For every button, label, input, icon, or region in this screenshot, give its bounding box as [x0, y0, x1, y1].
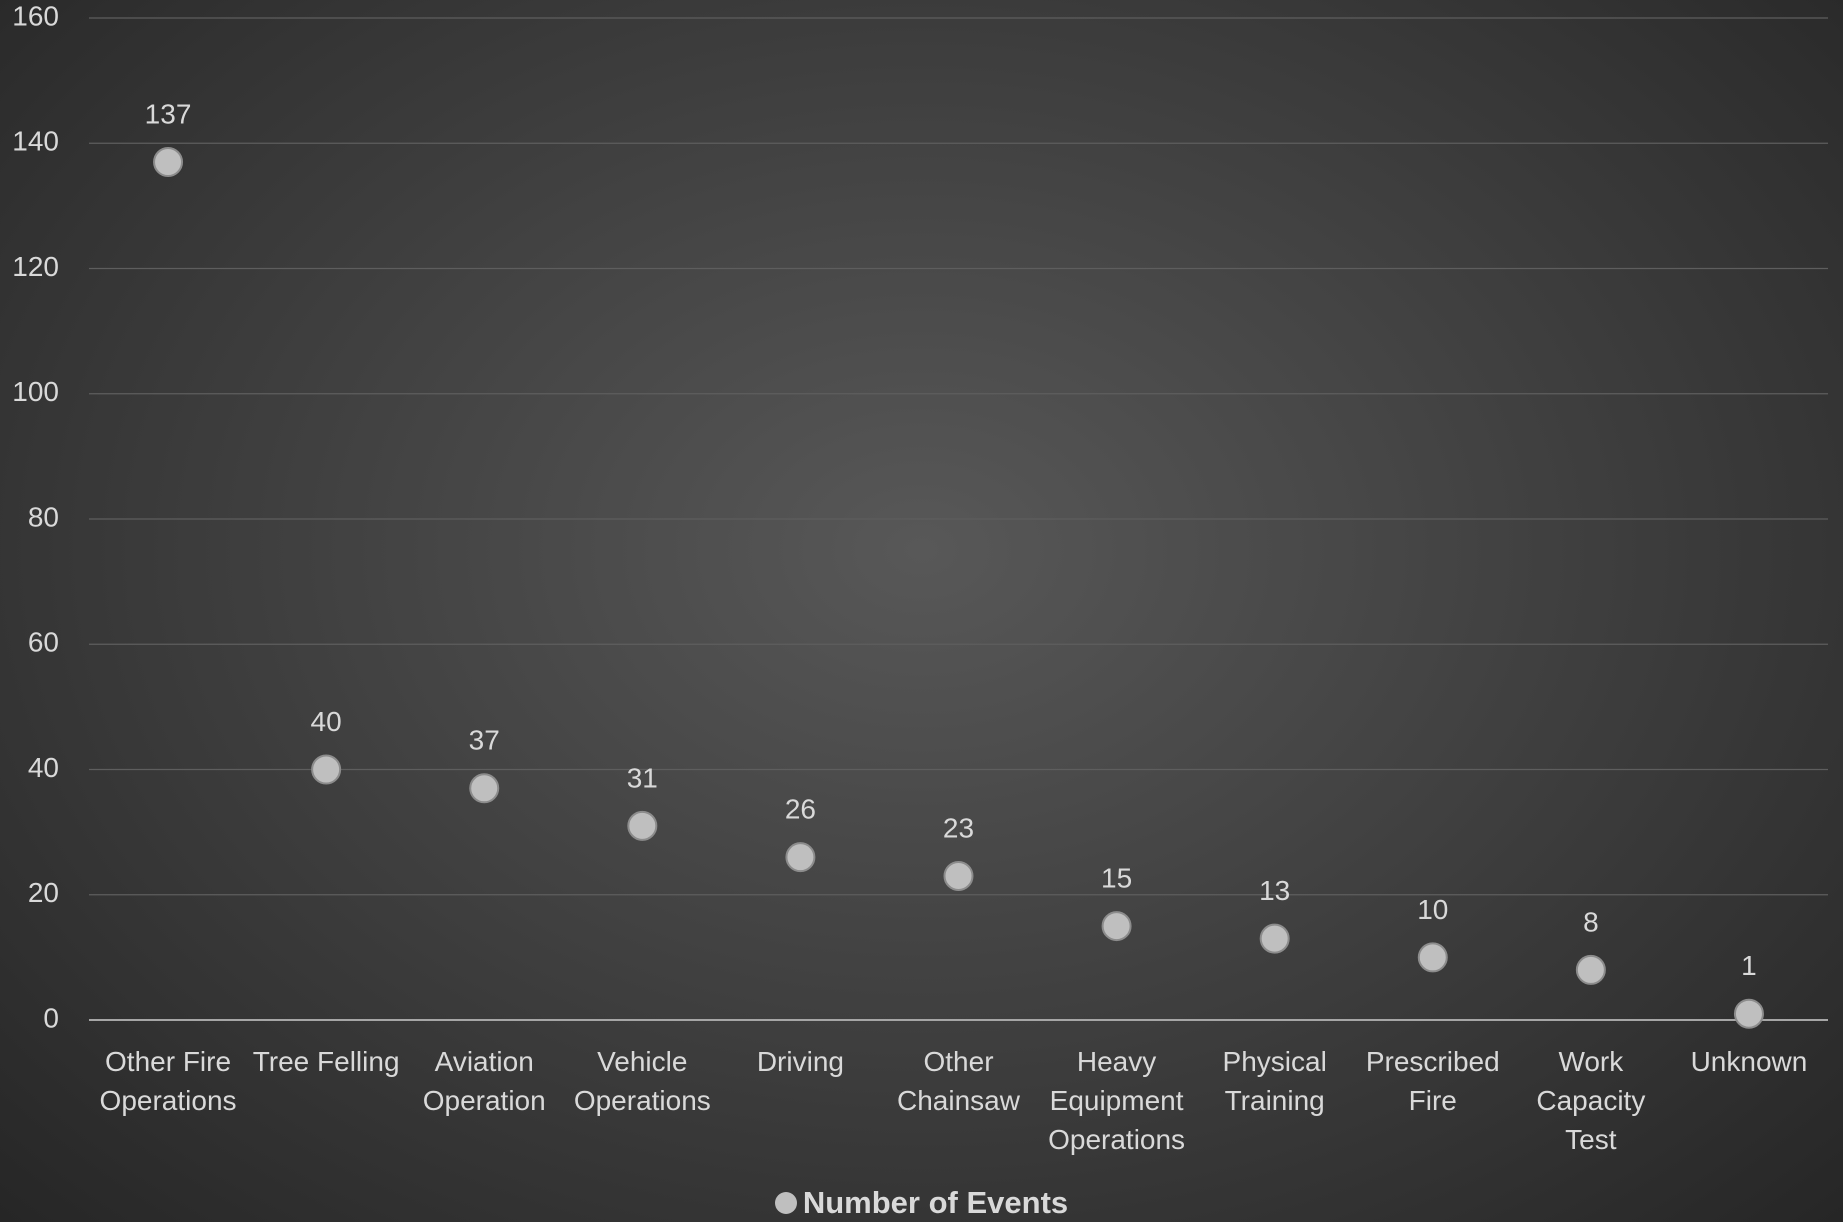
data-label: 13 — [1259, 875, 1290, 906]
data-label: 23 — [943, 812, 974, 843]
y-tick-label: 100 — [12, 376, 59, 407]
y-tick-label: 0 — [43, 1002, 59, 1033]
data-point — [1733, 998, 1764, 1029]
data-label: 37 — [469, 725, 500, 756]
data-point — [1259, 923, 1290, 954]
legend: Number of Events — [0, 1185, 1843, 1221]
y-tick-label: 120 — [12, 251, 59, 282]
x-tick-label: Other Chainsaw — [897, 1046, 1020, 1116]
x-tick-label: Other Fire Operations — [99, 1046, 237, 1116]
data-label: 40 — [311, 706, 342, 737]
x-tick-label: Prescribed Fire — [1365, 1046, 1500, 1116]
legend-label: Number of Events — [802, 1185, 1069, 1220]
data-label: 31 — [627, 762, 658, 793]
x-tick-label: Heavy Equipment Operations — [1048, 1046, 1186, 1155]
data-point — [469, 773, 500, 804]
y-tick-label: 80 — [28, 501, 59, 532]
x-tick-label: Vehicle Operations — [573, 1046, 711, 1116]
data-label: 15 — [1101, 862, 1132, 893]
y-tick-label: 140 — [12, 126, 59, 157]
y-tick-label: 20 — [28, 877, 59, 908]
y-tick-label: 60 — [28, 627, 59, 658]
data-point — [627, 810, 658, 841]
x-tick-label: Tree Felling — [252, 1046, 400, 1077]
y-tick-label: 160 — [12, 0, 59, 31]
data-label: 8 — [1583, 906, 1599, 937]
data-point — [153, 147, 184, 178]
data-label: 26 — [785, 794, 816, 825]
x-tick-label: Driving — [756, 1046, 844, 1077]
data-point — [785, 842, 816, 873]
data-point — [943, 860, 974, 891]
x-tick-label: Work Capacity Test — [1536, 1046, 1646, 1155]
y-tick-label: 40 — [28, 752, 59, 783]
data-point — [1101, 911, 1132, 942]
data-label: 10 — [1417, 894, 1448, 925]
data-point — [1417, 942, 1448, 973]
data-point — [311, 754, 342, 785]
data-point — [1575, 954, 1606, 985]
legend-swatch — [774, 1192, 797, 1214]
x-tick-label: Physical Training — [1222, 1046, 1327, 1116]
x-tick-label: Unknown — [1690, 1046, 1808, 1077]
data-label: 137 — [145, 98, 192, 129]
x-tick-label: Aviation Operation — [422, 1046, 546, 1116]
data-label: 1 — [1741, 950, 1757, 981]
